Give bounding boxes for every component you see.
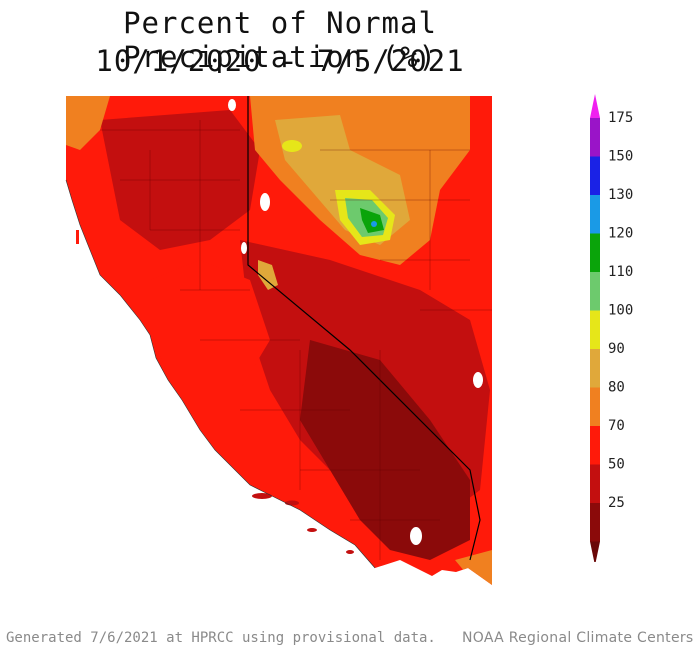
salton-sea [410, 527, 422, 545]
legend-swatch-70 [590, 426, 600, 465]
region-wet-core-blue [371, 221, 377, 227]
region-driest-south [300, 340, 470, 560]
legend-label-25: 25 [608, 495, 625, 511]
map-date-range: 10/1/2020 - 7/5/2021 [95, 44, 465, 78]
region-wet-core-green [360, 208, 384, 233]
offshore-mark [76, 230, 79, 244]
legend-label-175: 175 [608, 110, 633, 126]
legend-swatch-120 [590, 233, 600, 272]
legend-arrow-bottom [590, 541, 600, 562]
legend-label-120: 120 [608, 226, 633, 242]
legend-swatch-25 [590, 503, 600, 542]
county-lines [100, 120, 492, 560]
legend-swatch-150 [590, 156, 600, 195]
region-yellow-patch [282, 140, 302, 152]
legend-label-130: 130 [608, 187, 633, 203]
channel-island-1 [252, 493, 272, 499]
lake-shasta [228, 99, 236, 111]
map-title: Percent of Normal Precipitation (%) [123, 6, 437, 74]
region-nw-orange [66, 96, 110, 150]
legend-arrow-top [590, 94, 600, 118]
region-se-orange [455, 550, 492, 585]
footer-generated: Generated 7/6/2021 at HPRCC using provis… [6, 630, 436, 646]
lake-tahoe [241, 242, 247, 254]
legend-swatch-175 [590, 118, 600, 157]
legend-swatch-110 [590, 272, 600, 311]
legend-label-80: 80 [608, 380, 625, 396]
legend-swatch-100 [590, 310, 600, 349]
lake-pyramid [260, 193, 270, 211]
legend-label-50: 50 [608, 457, 625, 473]
legend-swatch-130 [590, 195, 600, 234]
legend-swatch-90 [590, 349, 600, 388]
lake-mead [473, 372, 483, 388]
legend-label-70: 70 [608, 418, 625, 434]
channel-island-4 [346, 550, 354, 554]
legend-label-110: 110 [608, 264, 633, 280]
channel-island-3 [307, 528, 317, 532]
coastline [65, 179, 376, 569]
footer-source: NOAA Regional Climate Centers [462, 630, 694, 646]
legend-swatch-80 [590, 387, 600, 426]
channel-island-2 [285, 500, 299, 506]
region-tahoe-tan [258, 260, 278, 290]
legend-label-150: 150 [608, 149, 633, 165]
precipitation-map [65, 96, 492, 585]
legend-label-100: 100 [608, 303, 633, 319]
region-coastal-red [150, 260, 270, 410]
state-line-ca-nv [247, 96, 481, 561]
color-legend: 25 50 70 80 90 100 110 120 130 150 175 [590, 94, 633, 562]
legend-swatch-50 [590, 464, 600, 503]
legend-label-90: 90 [608, 341, 625, 357]
